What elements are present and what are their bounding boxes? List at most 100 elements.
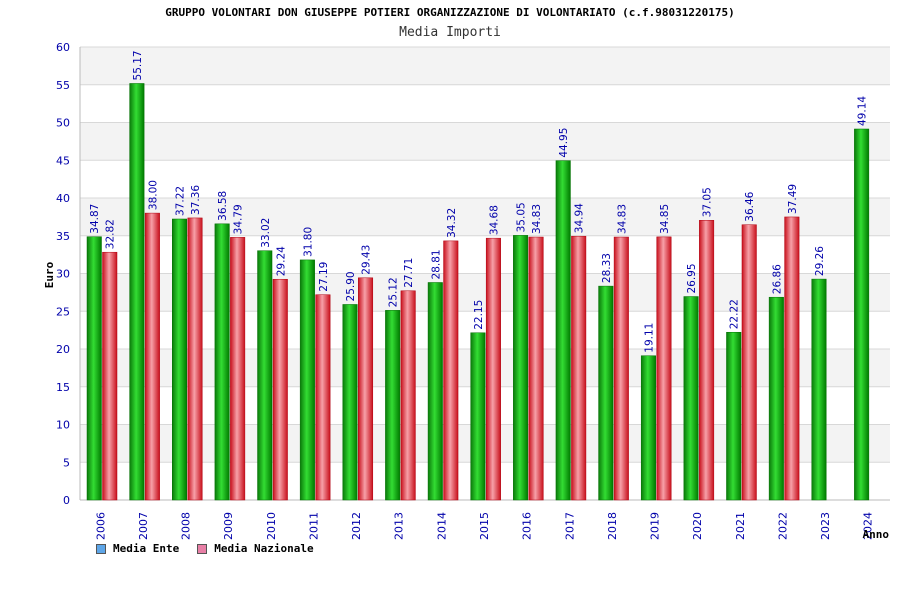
x-tick-label-2021: 2021: [734, 512, 747, 540]
y-tick-label: 10: [56, 419, 70, 432]
background-band: [80, 84, 890, 123]
bar-media-nazionale-2018: [613, 236, 629, 501]
bar-label-media-ente-2011: 31.80: [302, 227, 314, 257]
bar-media-ente-2024: [854, 128, 870, 501]
x-tick-label-2023: 2023: [819, 512, 832, 540]
x-tick-label-2014: 2014: [435, 512, 448, 540]
chart-legend: Media Ente Media Nazionale: [96, 542, 332, 555]
bar-media-ente-2023: [811, 278, 827, 501]
bar-label-media-nazionale-2016: 34.83: [531, 204, 543, 234]
bar-label-media-nazionale-2013: 27.71: [403, 258, 415, 288]
bar-media-nazionale-2017: [571, 235, 587, 501]
bar-label-media-ente-2024: 49.14: [857, 96, 869, 126]
bar-label-media-ente-2015: 22.15: [473, 300, 485, 330]
x-tick-label-2022: 2022: [776, 512, 789, 540]
bar-media-nazionale-2020: [699, 220, 715, 501]
x-tick-label-2012: 2012: [350, 512, 363, 540]
bar-label-media-nazionale-2018: 34.83: [616, 204, 628, 234]
bar-media-nazionale-2006: [102, 251, 118, 501]
x-tick-label-2017: 2017: [563, 512, 576, 540]
bar-media-nazionale-2010: [272, 278, 288, 501]
x-tick-label-2011: 2011: [307, 512, 320, 540]
background-band: [80, 122, 890, 161]
bar-media-nazionale-2015: [485, 237, 501, 501]
bar-media-ente-2010: [257, 250, 273, 501]
x-tick-label-2015: 2015: [478, 512, 491, 540]
bar-media-nazionale-2016: [528, 236, 544, 501]
bar-media-ente-2008: [172, 218, 188, 501]
y-tick-label: 25: [56, 305, 70, 318]
bar-media-ente-2019: [640, 355, 656, 501]
y-tick-label: 55: [56, 79, 70, 92]
bar-media-nazionale-2022: [784, 216, 800, 501]
bar-label-media-nazionale-2014: 34.32: [446, 208, 458, 238]
bar-label-media-ente-2020: 26.95: [686, 263, 698, 293]
bar-label-media-nazionale-2006: 32.82: [105, 219, 117, 249]
legend-item-media-nazionale: Media Nazionale: [197, 542, 314, 555]
bar-media-ente-2012: [342, 304, 358, 501]
bar-media-nazionale-2012: [358, 277, 374, 501]
bar-label-media-nazionale-2017: 34.94: [574, 203, 586, 233]
bar-label-media-nazionale-2021: 36.46: [744, 191, 756, 221]
legend-item-media-ente: Media Ente: [96, 542, 179, 555]
bar-media-ente-2006: [86, 236, 102, 501]
bar-media-ente-2015: [470, 332, 486, 501]
legend-label-media-ente: Media Ente: [113, 542, 180, 555]
bar-label-media-ente-2019: 19.11: [643, 323, 655, 353]
y-tick-label: 20: [56, 343, 70, 356]
y-tick-label: 30: [56, 268, 70, 281]
x-tick-label-2019: 2019: [649, 512, 662, 540]
bar-label-media-ente-2009: 36.58: [217, 191, 229, 221]
bar-label-media-ente-2006: 34.87: [89, 204, 101, 234]
bar-media-ente-2020: [683, 296, 699, 501]
bar-media-nazionale-2013: [400, 290, 416, 501]
bar-label-media-ente-2008: 37.22: [175, 186, 187, 216]
bar-media-ente-2021: [726, 331, 742, 501]
x-tick-label-2018: 2018: [606, 512, 619, 540]
bar-label-media-nazionale-2009: 34.79: [233, 204, 245, 234]
bar-media-nazionale-2021: [741, 224, 757, 501]
x-tick-label-2006: 2006: [94, 512, 107, 540]
bar-media-nazionale-2019: [656, 236, 672, 501]
x-tick-label-2013: 2013: [393, 512, 406, 540]
bar-media-nazionale-2007: [144, 212, 160, 501]
bar-media-ente-2016: [513, 235, 529, 501]
bar-label-media-nazionale-2019: 34.85: [659, 204, 671, 234]
y-tick-label: 45: [56, 154, 70, 167]
bar-label-media-nazionale-2012: 29.43: [361, 245, 373, 275]
bar-label-media-ente-2017: 44.95: [558, 128, 570, 158]
bar-label-media-ente-2022: 26.86: [771, 264, 783, 294]
x-tick-label-2020: 2020: [691, 512, 704, 540]
bar-label-media-ente-2013: 25.12: [388, 277, 400, 307]
bar-media-ente-2014: [427, 282, 443, 501]
bar-media-ente-2007: [129, 83, 145, 501]
y-tick-label: 35: [56, 230, 70, 243]
y-axis-label: Euro: [43, 261, 56, 288]
bar-label-media-nazionale-2011: 27.19: [318, 262, 330, 292]
bar-media-ente-2022: [768, 296, 784, 501]
x-tick-label-2024: 2024: [862, 512, 875, 540]
x-tick-label-2007: 2007: [137, 512, 150, 540]
bar-media-ente-2013: [385, 310, 401, 501]
legend-swatch-media-nazionale: [197, 543, 208, 554]
x-tick-label-2008: 2008: [180, 512, 193, 540]
background-band: [80, 160, 890, 198]
bar-label-media-nazionale-2010: 29.24: [275, 246, 287, 276]
chart-title: GRUPPO VOLONTARI DON GIUSEPPE POTIERI OR…: [165, 6, 735, 19]
bar-media-ente-2011: [299, 259, 315, 501]
bar-label-media-ente-2010: 33.02: [260, 218, 272, 248]
bar-media-nazionale-2008: [187, 217, 203, 501]
background-band: [80, 47, 890, 85]
y-tick-label: 0: [63, 494, 70, 507]
bar-media-nazionale-2011: [315, 294, 331, 501]
bar-label-media-ente-2012: 25.90: [345, 271, 357, 301]
x-tick-label-2016: 2016: [521, 512, 534, 540]
legend-swatch-media-ente: [96, 543, 106, 554]
bar-label-media-ente-2023: 29.26: [814, 246, 826, 276]
bar-media-nazionale-2014: [443, 240, 459, 501]
bar-label-media-ente-2014: 28.81: [430, 249, 442, 279]
bar-media-nazionale-2009: [230, 237, 246, 501]
bar-media-ente-2009: [214, 223, 230, 501]
